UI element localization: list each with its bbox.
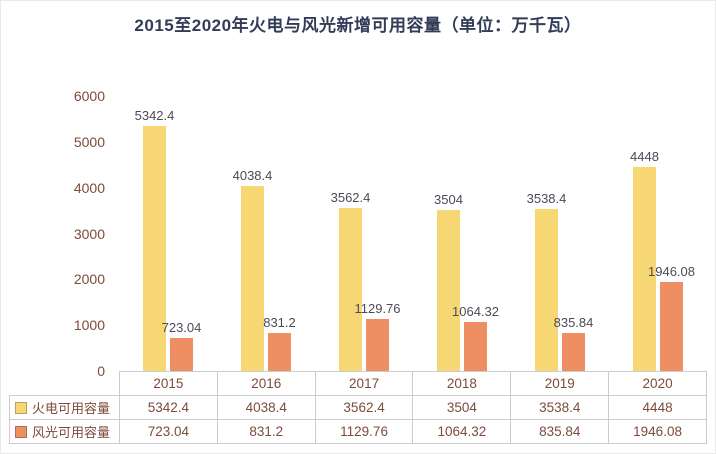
bar: 4448 <box>630 149 659 371</box>
bar-value-label: 4448 <box>630 149 659 165</box>
y-axis-tick-label: 1000 <box>73 317 105 334</box>
value-cell: 831.2 <box>216 419 316 444</box>
bar: 1064.32 <box>452 304 499 371</box>
bar: 1129.76 <box>354 301 401 371</box>
value-cell: 4448 <box>608 395 707 420</box>
bar: 3504 <box>434 192 463 371</box>
legend-entry: 风光可用容量 <box>12 422 117 441</box>
bar-value-label: 5342.4 <box>134 108 175 124</box>
bar: 1946.08 <box>648 264 695 371</box>
year-header-cell: 2017 <box>314 371 414 396</box>
bar-group-2018: 3504 1064.32 <box>413 96 511 371</box>
bar-value-label: 4038.4 <box>232 167 273 183</box>
value-cell: 3504 <box>412 395 512 420</box>
bar-value-label: 1129.76 <box>354 301 401 317</box>
table-row: 火电可用容量 5342.4 4038.4 3562.4 3504 3538.4 4448 <box>9 395 707 420</box>
year-header-cell: 2016 <box>216 371 316 396</box>
value-cell: 1946.08 <box>608 419 707 444</box>
y-axis-tick-label: 2000 <box>73 271 105 288</box>
y-axis-tick-label: 4000 <box>73 179 105 196</box>
bar-value-label: 3562.4 <box>330 189 371 205</box>
bar-value-label: 1946.08 <box>648 263 695 279</box>
bar: 4038.4 <box>233 168 272 371</box>
bar-group-2015: 5342.4 723.04 <box>119 96 217 371</box>
value-cell: 5342.4 <box>119 395 218 420</box>
y-axis-tick-label: 3000 <box>73 225 105 242</box>
plot-region: 6000 5000 4000 3000 2000 1000 0 5342.4 723.04 40… <box>9 89 707 378</box>
bar-group-2019: 3538.4 835.84 <box>511 96 609 371</box>
table-header-row: 2015 2016 2017 2018 2019 2020 <box>10 371 707 396</box>
bar-value-label: 831.2 <box>263 314 296 330</box>
bar-group-2017: 3562.4 1129.76 <box>315 96 413 371</box>
data-table: 2015 2016 2017 2018 2019 2020 火电可用容量 5342.4 4038… <box>9 371 707 444</box>
year-header-cell: 2018 <box>412 371 512 396</box>
bar: 723.04 <box>162 320 201 371</box>
value-cell: 3538.4 <box>510 395 610 420</box>
legend-swatch-icon <box>15 425 27 438</box>
year-header-cell: 2015 <box>119 371 218 396</box>
value-cell: 835.84 <box>510 419 610 444</box>
chart-title: 2015至2020年火电与风光新增可用容量（单位：万千瓦） <box>134 16 582 35</box>
value-cell: 1064.32 <box>412 419 512 444</box>
bar-value-label: 1064.32 <box>452 304 499 320</box>
bar-value-label: 723.04 <box>161 319 202 335</box>
y-axis-tick-label: 5000 <box>73 133 105 150</box>
bar-group-2016: 4038.4 831.2 <box>217 96 315 371</box>
bar: 3562.4 <box>331 190 370 371</box>
bar-value-label: 3538.4 <box>526 190 567 206</box>
series-label-cell: 火电可用容量 <box>9 395 120 420</box>
plot-area: 5342.4 723.04 4038.4 831.2 3562.4 1129.76 3504… <box>119 96 707 371</box>
bar: 5342.4 <box>135 108 174 371</box>
y-axis: 6000 5000 4000 3000 2000 1000 0 <box>9 89 119 378</box>
y-axis-tick-label: 0 <box>97 363 105 379</box>
legend-entry: 火电可用容量 <box>12 398 117 417</box>
series-label-cell: 风光可用容量 <box>9 419 120 444</box>
bar-value-label: 835.84 <box>553 314 594 330</box>
year-header-cell: 2019 <box>510 371 610 396</box>
bar: 835.84 <box>554 315 593 371</box>
bar: 831.2 <box>263 315 296 371</box>
series-name-label: 火电可用容量 <box>32 401 111 416</box>
bar-group-2020: 4448 1946.08 <box>609 96 707 371</box>
y-axis-tick-label: 6000 <box>73 88 105 104</box>
year-header-cell: 2020 <box>608 371 707 396</box>
value-cell: 723.04 <box>119 419 218 444</box>
value-cell: 1129.76 <box>314 419 414 444</box>
series-name-label: 风光可用容量 <box>32 425 111 440</box>
value-cell: 3562.4 <box>314 395 414 420</box>
legend-swatch-icon <box>15 401 27 414</box>
value-cell: 4038.4 <box>216 395 316 420</box>
table-row: 风光可用容量 723.04 831.2 1129.76 1064.32 835.84 194… <box>9 419 707 444</box>
bar: 3538.4 <box>527 191 566 371</box>
bar-value-label: 3504 <box>434 192 463 208</box>
